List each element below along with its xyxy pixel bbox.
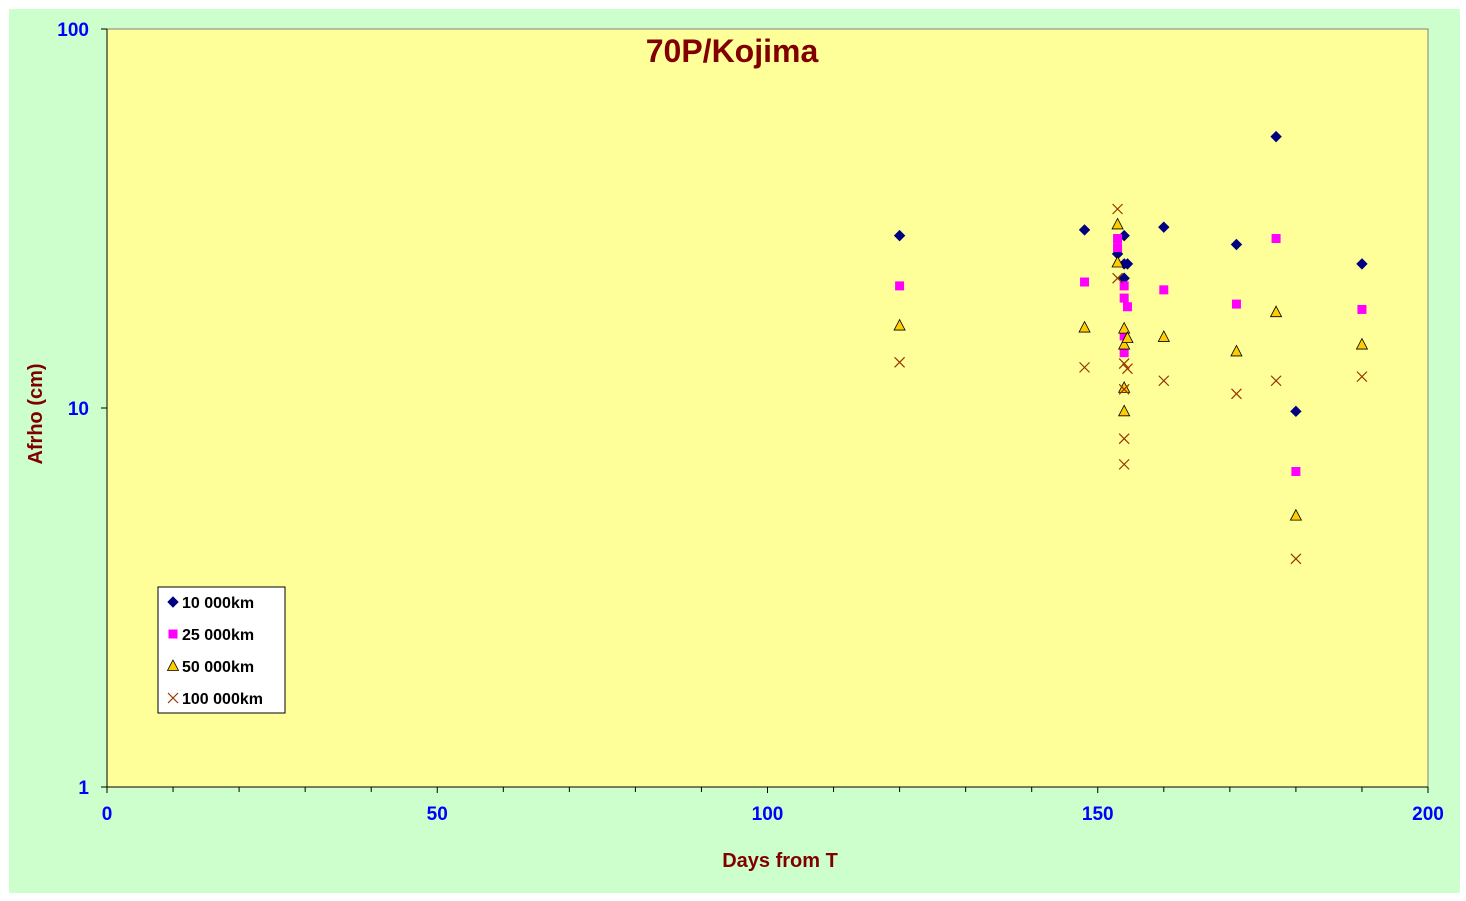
data-point — [1079, 361, 1090, 373]
data-point — [1269, 305, 1283, 318]
data-point — [1159, 285, 1169, 295]
legend-marker — [168, 629, 178, 639]
data-point — [1113, 243, 1123, 253]
data-point — [1111, 255, 1124, 268]
data-point — [1119, 331, 1129, 341]
data-point — [1231, 299, 1241, 309]
data-point — [1111, 217, 1124, 230]
data-point — [1121, 258, 1134, 270]
data-point — [1118, 321, 1131, 334]
data-point — [1078, 224, 1091, 236]
x-tick-label: 200 — [1412, 804, 1444, 825]
data-point — [1118, 458, 1130, 470]
data-point — [893, 229, 906, 242]
data-point — [1122, 302, 1132, 312]
x-axis-label: Days from T — [722, 850, 838, 872]
data-point — [1119, 348, 1129, 358]
legend-box — [157, 586, 286, 714]
data-point — [1112, 272, 1123, 284]
data-point — [1290, 405, 1302, 418]
data-point — [1157, 330, 1170, 342]
data-point — [1122, 363, 1133, 375]
data-point — [893, 318, 906, 331]
data-point — [1291, 466, 1301, 476]
data-point — [1270, 375, 1282, 387]
y-axis-label: Afrho (cm) — [25, 363, 47, 464]
data-point — [1158, 375, 1170, 387]
series-2 — [893, 217, 1369, 521]
tick-labels: 0 50 100 150 200 1 10 100 — [57, 20, 1444, 825]
data-point — [1158, 221, 1170, 233]
data-point — [1270, 130, 1282, 143]
axes — [101, 28, 1429, 793]
legend-marker — [167, 596, 179, 608]
data-point — [1230, 344, 1243, 357]
data-point — [1289, 508, 1303, 521]
data-point — [1118, 433, 1130, 445]
data-point — [1121, 331, 1134, 343]
data-point — [1357, 304, 1367, 314]
data-point — [1231, 388, 1242, 400]
data-point — [1119, 281, 1129, 291]
data-point — [1356, 258, 1368, 270]
chart-title: 70P/Kojima — [646, 33, 819, 69]
y-tick-label: 10 — [68, 399, 89, 420]
y-tick-label: 1 — [78, 778, 89, 799]
series-1 — [895, 234, 1367, 476]
legend-label: 25 000km — [182, 627, 254, 644]
data-point — [1112, 203, 1123, 215]
chart-svg: 0 50 100 150 200 1 10 100 70P/Kojima Days from … — [25, 20, 1444, 872]
data-point — [1118, 358, 1130, 369]
series-0 — [893, 130, 1368, 418]
data-marks — [893, 130, 1369, 565]
y-tick-label: 100 — [57, 20, 89, 41]
data-point — [895, 281, 905, 291]
legend-marker — [167, 692, 179, 704]
legend-label: 100 000km — [182, 691, 263, 708]
plot-area — [106, 28, 1429, 788]
x-tick-label: 150 — [1082, 804, 1114, 825]
data-point — [1355, 337, 1369, 350]
x-tick-label: 100 — [752, 804, 784, 825]
series-3 — [894, 203, 1368, 565]
data-point — [1290, 553, 1302, 565]
x-tick-label: 50 — [427, 804, 448, 825]
data-point — [1356, 371, 1368, 383]
data-point — [1118, 404, 1131, 417]
data-point — [1271, 234, 1281, 244]
data-point — [1078, 320, 1091, 333]
data-point — [1080, 277, 1090, 287]
data-point — [1118, 337, 1131, 350]
data-point — [1118, 383, 1130, 395]
x-tick-label: 0 — [102, 804, 113, 825]
legend-label: 50 000km — [182, 659, 254, 676]
data-point — [1230, 238, 1243, 251]
legend: 10 000km 25 000km 50 000km 100 000km — [157, 586, 286, 714]
data-point — [1113, 234, 1123, 244]
data-point — [894, 356, 906, 368]
data-point — [1119, 293, 1129, 303]
legend-marker — [166, 659, 180, 671]
legend-label: 10 000km — [182, 595, 254, 612]
chart-area: 0 50 100 150 200 1 10 100 70P/Kojima Days from … — [9, 9, 1460, 893]
